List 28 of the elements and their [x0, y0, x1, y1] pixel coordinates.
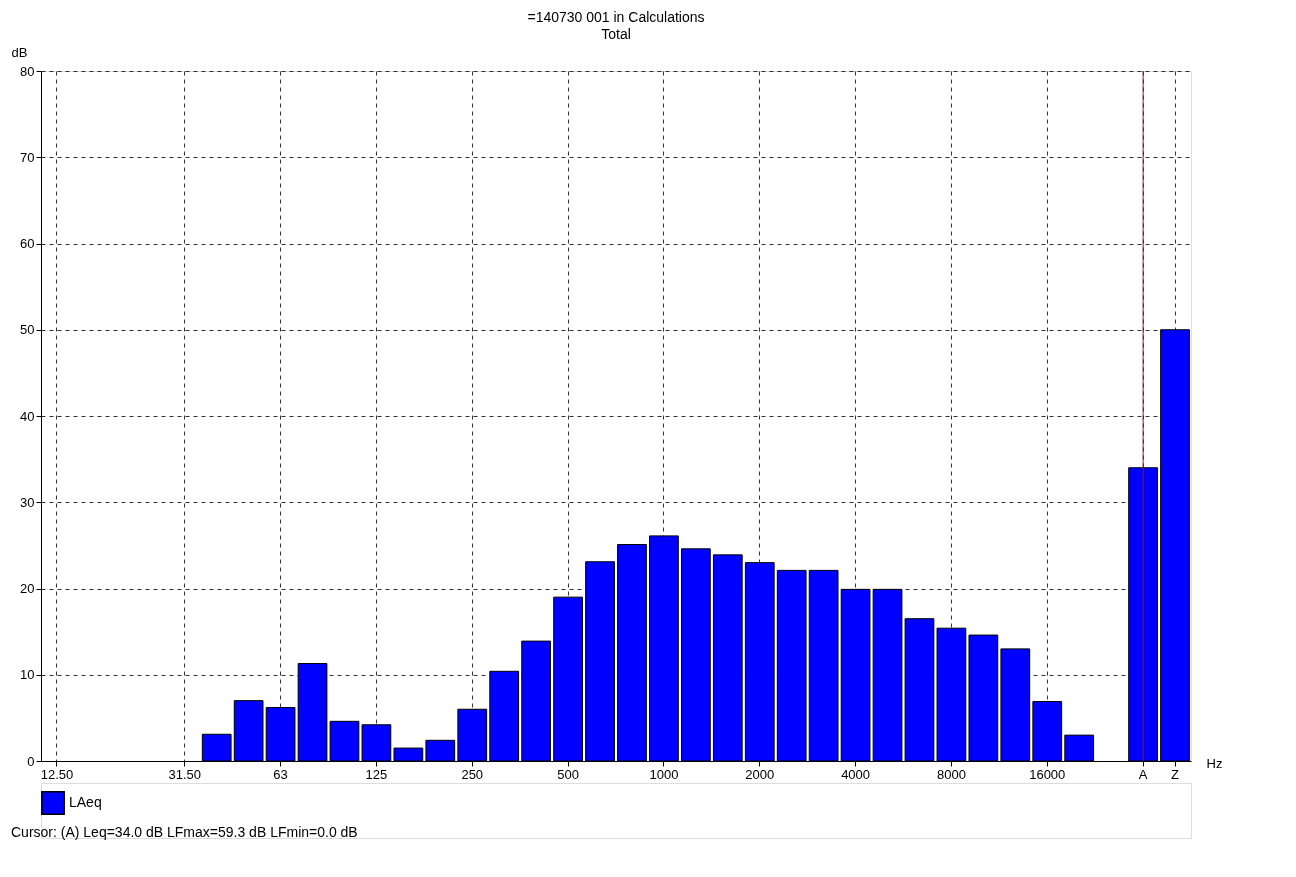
- y-tick-label: 40: [20, 408, 35, 424]
- x-tick-label: 4000: [841, 766, 871, 782]
- x-tick-label: 16000: [1029, 766, 1066, 782]
- x-tick-label: A: [1138, 766, 1148, 782]
- y-tick-label: 10: [20, 667, 35, 683]
- x-tick-label: 12.50: [40, 766, 74, 782]
- text: Cursor: (A) Leq=34.0 dB LFmax=59.3 dB LFmin=0.0 dB: [11, 824, 358, 840]
- y-tick-label: 30: [20, 494, 35, 510]
- chart-subtitle: Total: [601, 26, 631, 42]
- y-tick-label: 80: [20, 63, 35, 79]
- y-tick-label: 0: [27, 753, 35, 769]
- x-tick-label: 250: [461, 766, 484, 782]
- chart-title: =140730 001 in Calculations: [527, 9, 705, 25]
- y-tick-label: 20: [20, 581, 35, 596]
- y-axis-title: dB: [11, 44, 28, 60]
- legend-label: LAeq: [69, 794, 102, 810]
- y-tick-label: 50: [20, 322, 35, 338]
- x-tick-label: 1000: [649, 766, 679, 782]
- x-tick-label: 8000: [936, 766, 966, 782]
- x-tick-label: 500: [557, 766, 579, 782]
- x-tick-label: 125: [365, 766, 388, 782]
- x-tick-label: 63: [273, 766, 288, 782]
- x-tick-label: 2000: [745, 766, 775, 782]
- x-tick-label: 31.50: [168, 766, 202, 782]
- y-tick-label: 60: [20, 236, 35, 251]
- y-tick-label: 70: [20, 149, 35, 165]
- x-axis-title: Hz: [1206, 755, 1223, 771]
- x-tick-label: Z: [1171, 766, 1180, 782]
